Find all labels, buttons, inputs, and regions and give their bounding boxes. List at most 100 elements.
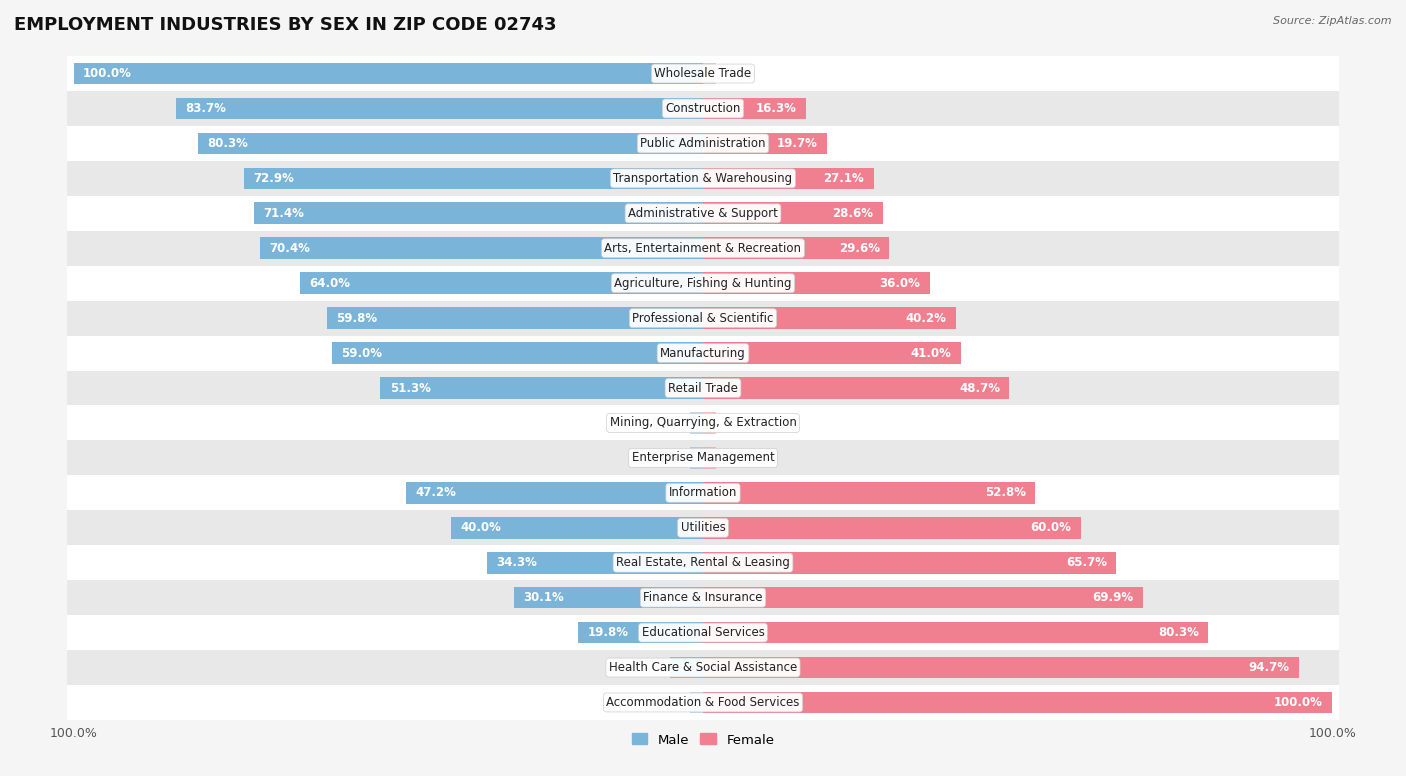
Bar bbox=[669, 656, 703, 678]
Text: Educational Services: Educational Services bbox=[641, 626, 765, 639]
Text: Wholesale Trade: Wholesale Trade bbox=[654, 67, 752, 80]
Text: EMPLOYMENT INDUSTRIES BY SEX IN ZIP CODE 02743: EMPLOYMENT INDUSTRIES BY SEX IN ZIP CODE… bbox=[14, 16, 557, 33]
Text: Administrative & Support: Administrative & Support bbox=[628, 206, 778, 220]
Bar bbox=[332, 342, 703, 364]
Bar bbox=[67, 650, 1339, 685]
Text: 64.0%: 64.0% bbox=[309, 277, 350, 289]
Bar bbox=[703, 656, 1299, 678]
Text: Enterprise Management: Enterprise Management bbox=[631, 452, 775, 464]
Text: 100.0%: 100.0% bbox=[1274, 696, 1323, 709]
Bar bbox=[67, 370, 1339, 406]
Text: 80.3%: 80.3% bbox=[1159, 626, 1199, 639]
Bar bbox=[703, 517, 1081, 539]
Bar bbox=[703, 447, 716, 469]
Bar bbox=[176, 98, 703, 120]
Bar bbox=[703, 98, 806, 120]
Bar bbox=[703, 691, 1333, 713]
Bar bbox=[67, 300, 1339, 335]
Text: 34.3%: 34.3% bbox=[496, 556, 537, 570]
Text: Professional & Scientific: Professional & Scientific bbox=[633, 312, 773, 324]
Text: 60.0%: 60.0% bbox=[1031, 521, 1071, 534]
Bar bbox=[703, 307, 956, 329]
Bar bbox=[67, 406, 1339, 441]
Text: 16.3%: 16.3% bbox=[755, 102, 796, 115]
Text: 0.0%: 0.0% bbox=[725, 452, 755, 464]
Bar bbox=[703, 63, 716, 85]
Text: Manufacturing: Manufacturing bbox=[661, 347, 745, 359]
Bar bbox=[690, 691, 703, 713]
Legend: Male, Female: Male, Female bbox=[626, 728, 780, 752]
Text: Accommodation & Food Services: Accommodation & Food Services bbox=[606, 696, 800, 709]
Bar bbox=[67, 335, 1339, 370]
Text: 0.0%: 0.0% bbox=[651, 696, 681, 709]
Bar bbox=[703, 133, 827, 154]
Text: Health Care & Social Assistance: Health Care & Social Assistance bbox=[609, 661, 797, 674]
Bar bbox=[703, 272, 929, 294]
Text: 0.0%: 0.0% bbox=[651, 452, 681, 464]
Text: 71.4%: 71.4% bbox=[263, 206, 304, 220]
Text: Public Administration: Public Administration bbox=[640, 137, 766, 150]
Bar bbox=[703, 342, 962, 364]
Text: 5.3%: 5.3% bbox=[679, 661, 711, 674]
Bar bbox=[703, 412, 716, 434]
Bar bbox=[703, 482, 1035, 504]
Bar bbox=[578, 622, 703, 643]
Text: 28.6%: 28.6% bbox=[832, 206, 873, 220]
Text: 69.9%: 69.9% bbox=[1092, 591, 1133, 605]
Bar bbox=[301, 272, 703, 294]
Text: 41.0%: 41.0% bbox=[911, 347, 952, 359]
Text: 40.0%: 40.0% bbox=[461, 521, 502, 534]
Text: 40.2%: 40.2% bbox=[905, 312, 946, 324]
Bar bbox=[67, 580, 1339, 615]
Bar bbox=[703, 203, 883, 224]
Text: 30.1%: 30.1% bbox=[523, 591, 564, 605]
Bar bbox=[703, 377, 1010, 399]
Bar bbox=[703, 168, 873, 189]
Text: 65.7%: 65.7% bbox=[1066, 556, 1107, 570]
Bar bbox=[198, 133, 703, 154]
Text: Information: Information bbox=[669, 487, 737, 499]
Bar bbox=[451, 517, 703, 539]
Text: 51.3%: 51.3% bbox=[389, 382, 430, 394]
Bar bbox=[380, 377, 703, 399]
Bar bbox=[253, 203, 703, 224]
Text: 29.6%: 29.6% bbox=[839, 242, 880, 255]
Bar bbox=[67, 161, 1339, 196]
Text: 19.8%: 19.8% bbox=[588, 626, 628, 639]
Text: Mining, Quarrying, & Extraction: Mining, Quarrying, & Extraction bbox=[610, 417, 796, 429]
Bar bbox=[67, 685, 1339, 720]
Text: Source: ZipAtlas.com: Source: ZipAtlas.com bbox=[1274, 16, 1392, 26]
Text: Retail Trade: Retail Trade bbox=[668, 382, 738, 394]
Text: 0.0%: 0.0% bbox=[651, 417, 681, 429]
Bar bbox=[67, 265, 1339, 300]
Text: 27.1%: 27.1% bbox=[824, 171, 865, 185]
Text: 72.9%: 72.9% bbox=[253, 171, 294, 185]
Bar bbox=[690, 412, 703, 434]
Text: 94.7%: 94.7% bbox=[1249, 661, 1289, 674]
Bar bbox=[245, 168, 703, 189]
Text: 80.3%: 80.3% bbox=[207, 137, 247, 150]
Bar bbox=[690, 447, 703, 469]
Text: 83.7%: 83.7% bbox=[186, 102, 226, 115]
Text: 52.8%: 52.8% bbox=[984, 487, 1026, 499]
Text: 19.7%: 19.7% bbox=[776, 137, 817, 150]
Text: 36.0%: 36.0% bbox=[879, 277, 920, 289]
Bar bbox=[67, 441, 1339, 476]
Bar bbox=[260, 237, 703, 259]
Bar bbox=[703, 237, 889, 259]
Bar bbox=[67, 91, 1339, 126]
Text: 48.7%: 48.7% bbox=[959, 382, 1000, 394]
Text: Agriculture, Fishing & Hunting: Agriculture, Fishing & Hunting bbox=[614, 277, 792, 289]
Bar bbox=[73, 63, 703, 85]
Bar bbox=[67, 546, 1339, 580]
Bar bbox=[326, 307, 703, 329]
Text: Arts, Entertainment & Recreation: Arts, Entertainment & Recreation bbox=[605, 242, 801, 255]
Text: 47.2%: 47.2% bbox=[415, 487, 457, 499]
Bar bbox=[703, 587, 1143, 608]
Text: Transportation & Warehousing: Transportation & Warehousing bbox=[613, 171, 793, 185]
Text: Construction: Construction bbox=[665, 102, 741, 115]
Bar bbox=[67, 230, 1339, 265]
Bar bbox=[406, 482, 703, 504]
Text: Utilities: Utilities bbox=[681, 521, 725, 534]
Bar bbox=[67, 511, 1339, 546]
